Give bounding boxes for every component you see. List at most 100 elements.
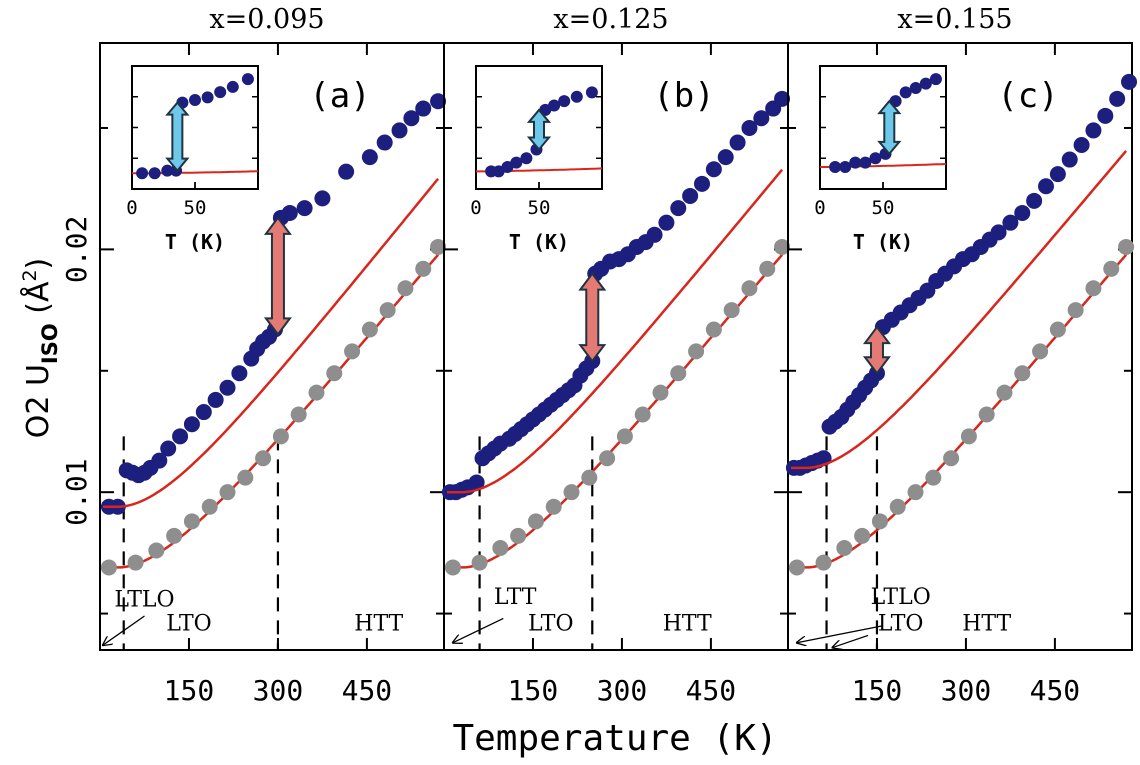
inset-data-point — [241, 73, 254, 86]
data-point — [741, 119, 758, 136]
gap-arrow — [578, 271, 607, 363]
x-tick-label: 300 — [597, 674, 648, 707]
phase-label: LTO — [528, 612, 574, 637]
inset-data-point — [520, 152, 533, 165]
panel-title: x=0.095 — [209, 4, 324, 35]
gray-point — [705, 321, 722, 338]
inset: 0 50 T (K) — [126, 65, 259, 254]
data-point — [1026, 192, 1043, 209]
gray-point — [290, 406, 307, 423]
inset-data-point — [189, 94, 201, 107]
inset-data-point — [839, 161, 852, 174]
phase-pointer — [103, 615, 145, 645]
inset-data-point — [510, 156, 523, 169]
gray-point — [741, 280, 758, 297]
inset-x-tick-label: 0 — [470, 197, 481, 219]
inset-data-point — [909, 81, 922, 94]
data-point — [694, 175, 710, 192]
gray-point — [1014, 365, 1031, 382]
gray-point — [344, 343, 361, 360]
gray-point — [563, 484, 580, 501]
gray-point — [759, 260, 776, 277]
gray-point — [788, 559, 805, 576]
inset-data-point — [548, 99, 561, 112]
y-tick-label: 0.01 — [60, 458, 93, 525]
panel-title: x=0.155 — [897, 4, 1012, 35]
inset-data-point — [148, 167, 161, 180]
inset-data-point — [214, 86, 227, 99]
data-point — [717, 149, 734, 166]
gray-point — [1118, 238, 1135, 255]
y-tick-label: 0.02 — [60, 216, 93, 283]
data-point — [658, 214, 675, 231]
data-point — [1073, 136, 1090, 153]
phase-label: HTT — [354, 612, 403, 637]
inset-data-point — [226, 80, 239, 93]
inset-data-point — [558, 95, 571, 108]
gray-point — [397, 280, 414, 297]
phase-label: HTT — [663, 612, 712, 637]
inset-data-point — [585, 86, 598, 99]
fit-curve-upper — [447, 168, 784, 494]
phase-label: LTLO — [871, 585, 931, 610]
data-point — [705, 161, 722, 178]
gray-point — [272, 428, 289, 445]
data-point — [1049, 166, 1066, 183]
data-point — [1109, 90, 1126, 107]
gray-point — [581, 469, 598, 486]
x-tick-label: 150 — [852, 674, 903, 707]
gray-point — [688, 343, 705, 360]
y-axis-label-unit-close: ) — [21, 258, 56, 270]
gray-point — [471, 554, 488, 571]
panel-title: x=0.125 — [553, 4, 668, 35]
gray-point — [978, 406, 995, 423]
inset-x-tick-label: 50 — [184, 197, 207, 219]
gray-point — [960, 428, 977, 445]
gray-point — [616, 428, 633, 445]
gray-point — [237, 469, 254, 486]
data-point — [231, 365, 248, 382]
gray-point — [100, 559, 117, 576]
data-point — [160, 440, 177, 457]
gray-point — [871, 513, 888, 530]
gray-point — [836, 540, 853, 557]
x-tick-label: 150 — [508, 674, 559, 707]
gray-point — [308, 384, 325, 401]
inset-x-tick-label: 50 — [872, 197, 895, 219]
data-point — [990, 224, 1007, 241]
phase-pointer — [832, 634, 869, 647]
y-axis-label-main: O2 U — [21, 364, 56, 438]
gray-point — [907, 484, 924, 501]
data-point — [314, 190, 331, 207]
data-point — [338, 163, 355, 180]
gray-point — [1049, 321, 1066, 338]
inset-data-point — [899, 86, 912, 99]
gray-point — [996, 384, 1013, 401]
gray-point — [599, 450, 616, 467]
gap-arrow — [862, 325, 891, 375]
fit-curve-upper — [791, 150, 1128, 470]
x-tick-label: 450 — [686, 674, 737, 707]
fit-curve-lower — [447, 253, 784, 569]
inset-data-point — [136, 167, 149, 180]
data-point — [376, 134, 393, 151]
x-tick-label: 150 — [164, 674, 215, 707]
gray-point — [854, 527, 871, 544]
data-point — [430, 93, 447, 110]
inset-x-tick-label: 0 — [126, 197, 137, 219]
data-point — [151, 452, 168, 469]
gray-point — [634, 406, 651, 423]
phase-label: LTO — [878, 612, 924, 637]
inset-x-tick-label: 0 — [814, 197, 825, 219]
data-point — [774, 90, 791, 107]
data-point — [753, 110, 770, 127]
data-point — [415, 100, 432, 117]
inset-data-point — [929, 73, 942, 86]
inset-x-label: T (K) — [853, 230, 913, 254]
gray-point — [379, 302, 396, 319]
data-point — [468, 474, 485, 491]
gray-point — [430, 238, 447, 255]
